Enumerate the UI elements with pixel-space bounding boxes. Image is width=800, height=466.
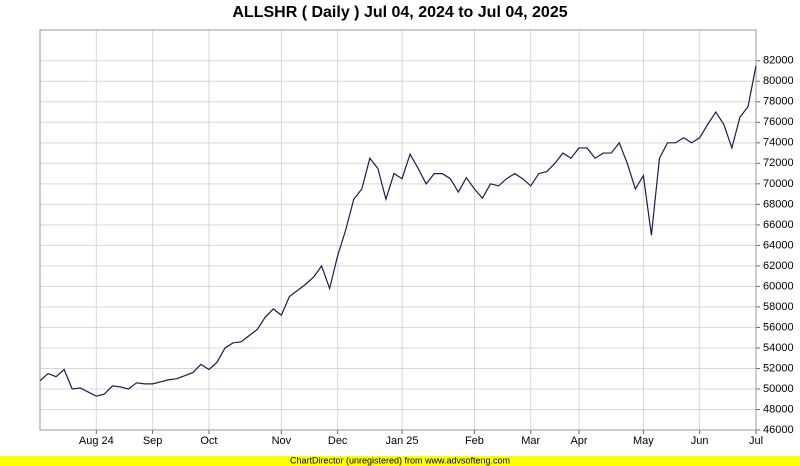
y-tick-label: 76000	[763, 116, 794, 128]
x-tick-label: Nov	[272, 435, 292, 447]
y-tick-label: 50000	[763, 383, 794, 395]
y-tick-label: 60000	[763, 280, 794, 292]
x-tick-label: Jan 25	[386, 435, 419, 447]
y-tick-label: 82000	[763, 55, 794, 67]
y-tick-label: 70000	[763, 178, 794, 190]
y-tick-label: 54000	[763, 342, 794, 354]
y-tick-label: 74000	[763, 137, 794, 149]
x-tick-label: Mar	[521, 435, 540, 447]
y-tick-label: 80000	[763, 75, 794, 87]
x-tick-label: Dec	[328, 435, 348, 447]
y-tick-label: 62000	[763, 260, 794, 272]
plot-border	[39, 29, 757, 431]
y-tick-label: 66000	[763, 219, 794, 231]
x-tick-label: Apr	[570, 435, 587, 447]
y-tick-label: 64000	[763, 239, 794, 251]
footer: ChartDirector (unregistered) from www.ad…	[290, 455, 510, 465]
plot-area	[39, 29, 757, 431]
footer-bar	[0, 456, 800, 466]
x-tick-label: Oct	[200, 435, 217, 447]
x-tick-label: Sep	[143, 435, 163, 447]
x-tick-label: Jun	[691, 435, 709, 447]
y-tick-label: 78000	[763, 96, 794, 108]
y-tick-label: 58000	[763, 301, 794, 313]
x-tick-label: Jul	[749, 435, 763, 447]
line-series	[39, 65, 757, 397]
y-tick-label: 68000	[763, 198, 794, 210]
y-tick-label: 46000	[763, 424, 794, 436]
y-tick-label: 56000	[763, 321, 794, 333]
chart-title: ALLSHR ( Daily ) Jul 04, 2024 to Jul 04,…	[232, 4, 567, 21]
x-tick-label: Feb	[465, 435, 484, 447]
x-tick-label: Aug 24	[79, 435, 114, 447]
y-tick-label: 48000	[763, 403, 794, 415]
y-tick-label: 72000	[763, 157, 794, 169]
x-tick-label: May	[633, 435, 654, 447]
y-tick-label: 52000	[763, 362, 794, 374]
